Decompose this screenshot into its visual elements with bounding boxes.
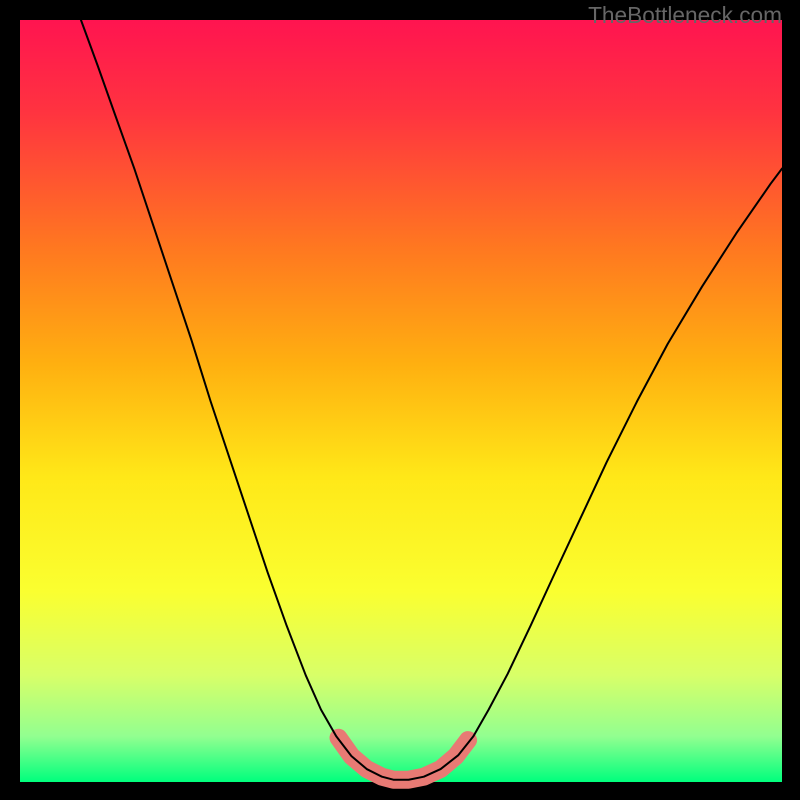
plot-background (20, 20, 782, 782)
watermark-label: TheBottleneck.com (588, 2, 782, 29)
figure-root: TheBottleneck.com (0, 0, 800, 800)
bottleneck-chart (0, 0, 800, 800)
